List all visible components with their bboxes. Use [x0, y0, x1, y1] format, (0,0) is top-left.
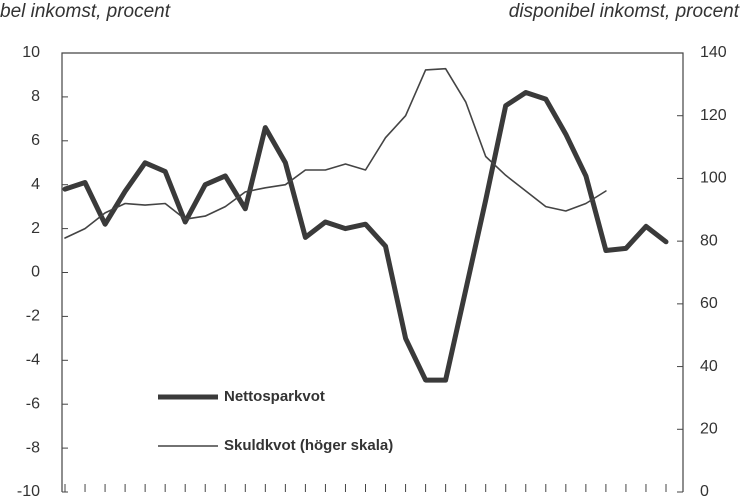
- y2-tick-label: 120: [700, 107, 727, 124]
- series-line: [64, 67, 607, 239]
- y-tick-label: 8: [31, 88, 40, 105]
- series-line: [62, 90, 669, 383]
- y-tick-label: 2: [31, 220, 40, 237]
- legend-label: Nettosparkvot: [224, 388, 325, 405]
- legend-label: Skuldkvot (höger skala): [224, 437, 393, 454]
- y-tick-label: 0: [31, 264, 40, 281]
- y2-tick-label: 40: [700, 358, 718, 375]
- y-tick-label: -8: [26, 439, 40, 456]
- y2-axis-title: disponibel inkomst, procent: [509, 1, 740, 22]
- y2-tick-label: 140: [700, 44, 727, 61]
- y2-tick-label: 100: [700, 170, 727, 187]
- y-tick-label: -4: [26, 352, 40, 369]
- y2-tick-label: 80: [700, 232, 718, 249]
- y-tick-label: -10: [17, 483, 40, 500]
- y-tick-label: 10: [22, 44, 40, 61]
- y-tick-label: 6: [31, 132, 40, 149]
- y2-tick-label: 0: [700, 483, 709, 500]
- y-tick-label: -6: [26, 395, 40, 412]
- y-tick-label: -2: [26, 308, 40, 325]
- y-axis-title: bel inkomst, procent: [0, 1, 171, 22]
- y2-tick-label: 20: [700, 421, 718, 438]
- plot-frame: [61, 52, 684, 492]
- y-tick-label: 4: [31, 176, 40, 193]
- y2-tick-label: 60: [700, 295, 718, 312]
